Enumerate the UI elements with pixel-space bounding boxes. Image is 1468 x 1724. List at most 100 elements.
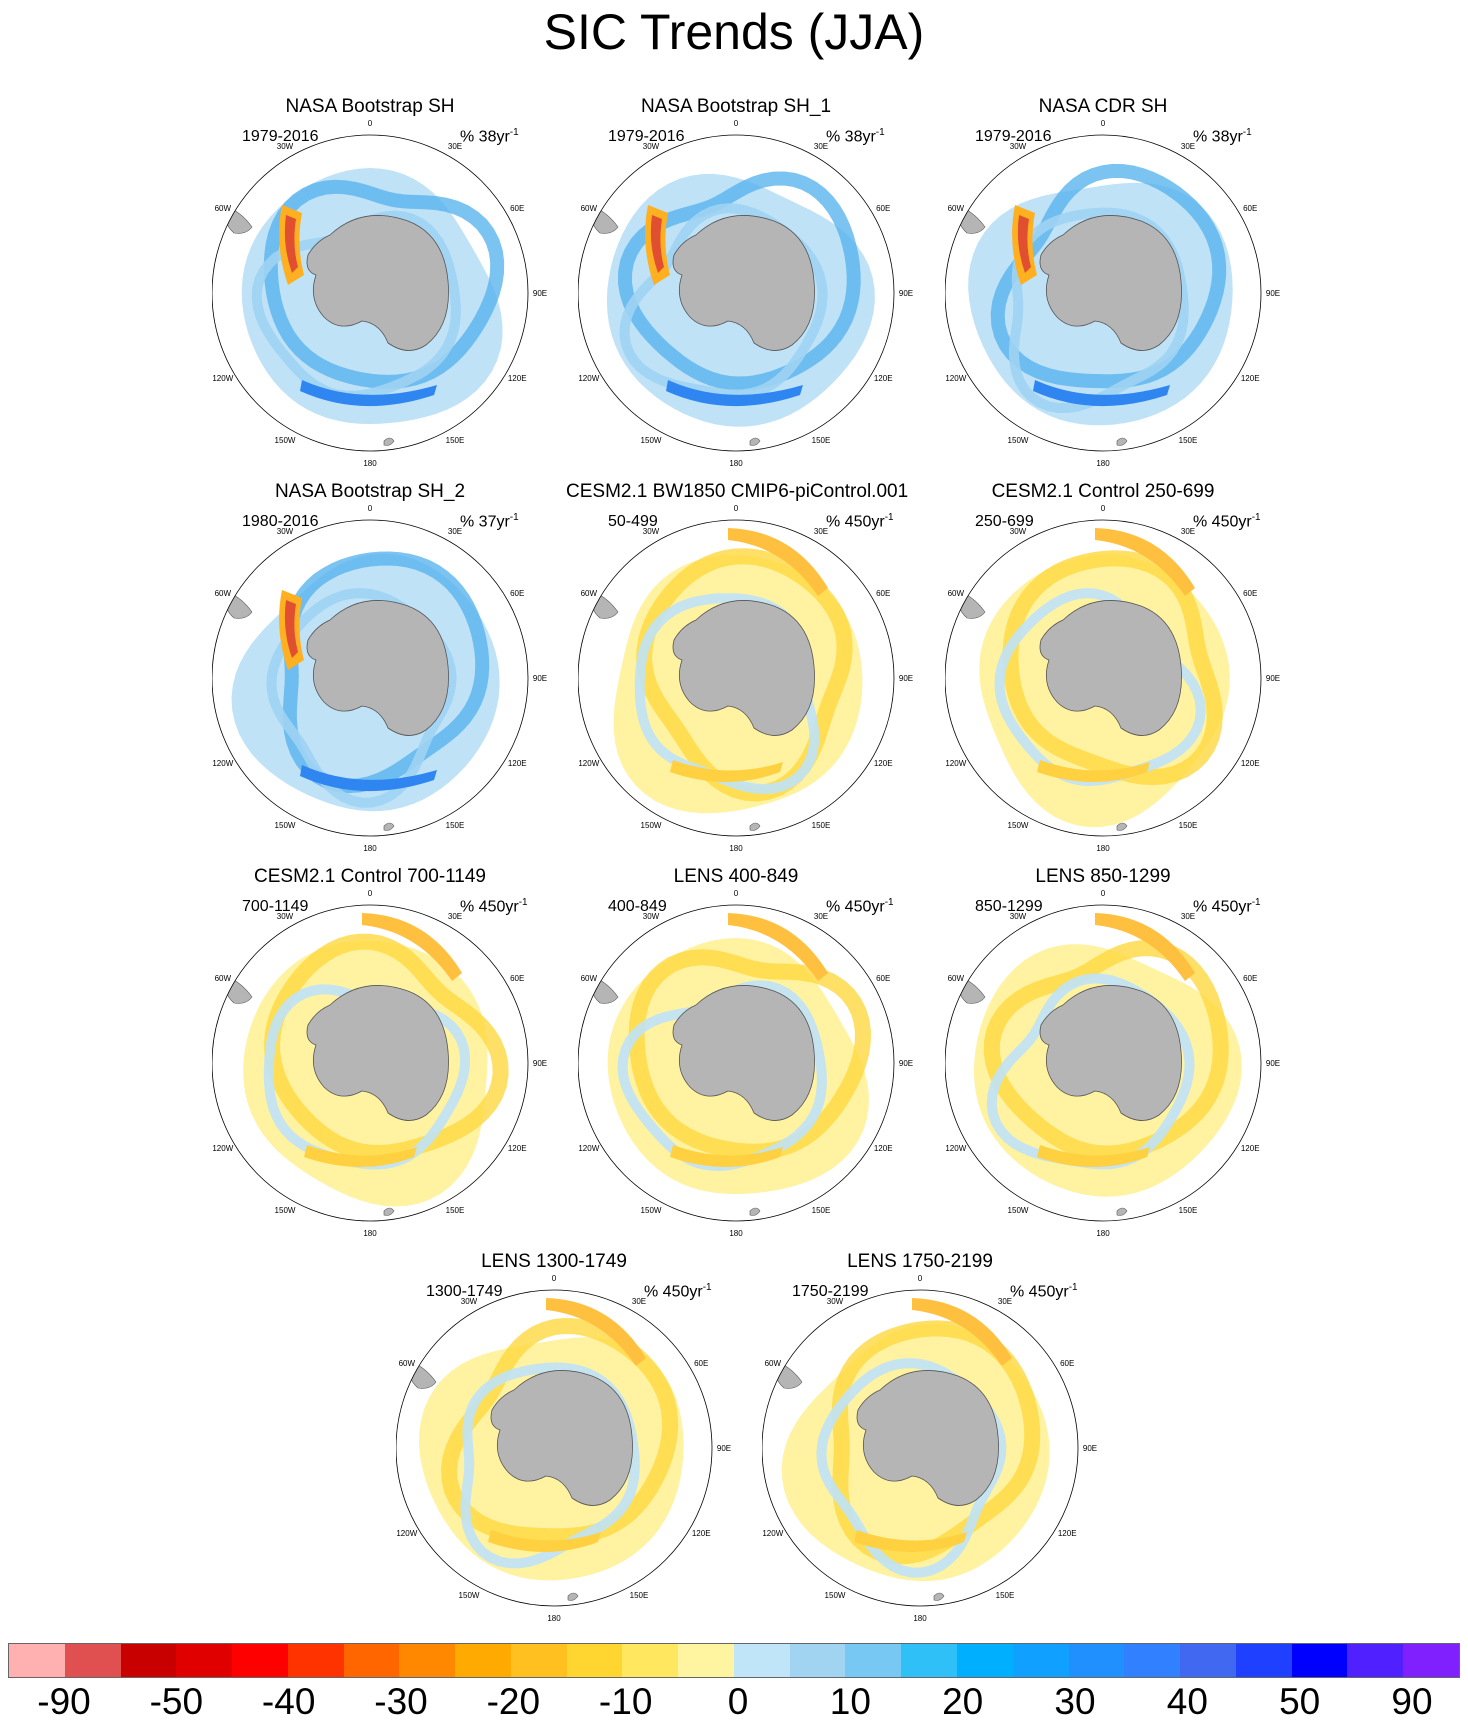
map-panel: 030E60E90E120E150E180150W120W90W60W30WCE… xyxy=(212,865,572,1238)
longitude-label: 0 xyxy=(1101,889,1106,898)
polar-map: 030E60E90E120E150E180150W120W90W60W30W xyxy=(212,889,547,1238)
trend-band xyxy=(1002,550,1223,786)
longitude-label: 120E xyxy=(1241,1144,1260,1153)
colorbar-swatch xyxy=(1347,1644,1404,1677)
new-zealand-landmass xyxy=(749,437,761,446)
longitude-label: 60E xyxy=(510,204,524,213)
antarctica-landmass xyxy=(672,215,815,351)
period-label: 1979-2016 xyxy=(242,128,319,145)
positive-trend-patch xyxy=(650,215,664,273)
trend-band xyxy=(460,1362,640,1569)
units-label: % 37yr-1 xyxy=(460,508,519,532)
longitude-label: 150E xyxy=(446,821,465,830)
units-label: % 38yr-1 xyxy=(460,123,519,147)
polar-map: 030E60E90E120E150E180150W120W90W60W30W xyxy=(212,504,547,853)
map-border xyxy=(945,904,1262,1222)
units-exponent: -1 xyxy=(884,897,894,908)
antarctica-landmass xyxy=(1039,600,1182,736)
units-text: % 450yr xyxy=(460,898,519,916)
longitude-label: 60E xyxy=(876,204,890,213)
colorbar-labels: -90 -50 -40 -30 -20 -10 0 10 20 30 40 50 90 xyxy=(0,1682,1468,1722)
longitude-label: 120E xyxy=(1241,759,1260,768)
units-label: % 450yr-1 xyxy=(826,508,894,532)
polar-map: 030E60E90E120E150E180150W120W90W60W30W xyxy=(578,504,913,853)
longitude-label: 60E xyxy=(1243,589,1257,598)
colorbar-swatch xyxy=(510,1644,567,1677)
longitude-label: 120W xyxy=(578,374,599,383)
positive-trend-patch xyxy=(728,528,828,596)
longitude-label: 30E xyxy=(448,142,462,151)
trend-band xyxy=(251,210,461,401)
longitude-label: 30W xyxy=(1010,142,1027,151)
longitude-label: 180 xyxy=(547,1614,561,1623)
colorbar-label: -20 xyxy=(486,1681,541,1722)
colorbar-swatch xyxy=(343,1644,400,1677)
new-zealand-landmass xyxy=(567,1592,579,1601)
antarctica-landmass xyxy=(306,600,449,736)
colorbar-swatch xyxy=(1180,1644,1236,1677)
units-text: % 450yr xyxy=(644,1283,703,1301)
map-border xyxy=(212,134,529,452)
longitude-label: 120E xyxy=(508,374,527,383)
new-zealand-landmass xyxy=(383,437,395,446)
longitude-label: 60W xyxy=(581,974,598,983)
colorbar xyxy=(8,1643,1460,1678)
new-zealand-landmass xyxy=(383,1207,395,1216)
colorbar-label: 50 xyxy=(1279,1681,1321,1722)
trend-band xyxy=(1008,207,1189,413)
panel-title: CESM2.1 Control 700-1149 xyxy=(254,866,486,887)
new-zealand-landmass xyxy=(383,822,395,831)
longitude-label: 120W xyxy=(578,1144,599,1153)
positive-trend-patch xyxy=(488,1530,601,1552)
units-label: % 450yr-1 xyxy=(1193,508,1261,532)
units-text: % 450yr xyxy=(1193,898,1252,916)
map-panel: 030E60E90E120E150E180150W120W90W60W30WLE… xyxy=(762,1250,1122,1623)
period-label: 700-1149 xyxy=(242,898,309,915)
units-exponent: -1 xyxy=(884,512,894,523)
positive-trend-patch xyxy=(1037,1145,1150,1167)
longitude-label: 120E xyxy=(1058,1529,1077,1538)
longitude-label: 150W xyxy=(459,1591,480,1600)
units-text: % 37yr xyxy=(460,513,510,531)
longitude-label: 0 xyxy=(552,1274,557,1283)
period-label: 1750-2199 xyxy=(792,1283,869,1300)
longitude-label: 180 xyxy=(913,1614,927,1623)
longitude-label: 120W xyxy=(212,759,233,768)
map-panel: 030E60E90E120E150E180150W120W90W60W30WNA… xyxy=(945,95,1305,468)
colorbar-swatch xyxy=(64,1644,121,1677)
positive-trend-patch xyxy=(854,1530,967,1552)
colorbar-swatch xyxy=(9,1644,65,1677)
longitude-label: 90E xyxy=(533,289,547,298)
units-exponent: -1 xyxy=(875,127,885,138)
map-panel: 030E60E90E120E150E180150W120W90W60W30WNA… xyxy=(212,480,572,853)
longitude-label: 30E xyxy=(1181,527,1195,536)
longitude-label: 60W xyxy=(215,974,232,983)
colorbar-swatch xyxy=(678,1644,734,1677)
longitude-label: 90E xyxy=(533,1059,547,1068)
trend-band xyxy=(990,163,1227,389)
colorbar-swatch xyxy=(1403,1644,1459,1677)
period-label: 50-499 xyxy=(608,513,658,530)
panel-title: NASA Bootstrap SH_1 xyxy=(640,96,832,117)
colorbar-swatch xyxy=(176,1644,233,1677)
longitude-label: 150W xyxy=(1008,1206,1029,1215)
longitude-label: 120E xyxy=(1241,374,1260,383)
colorbar-label: 90 xyxy=(1391,1681,1433,1722)
colorbar-swatch xyxy=(845,1644,902,1677)
longitude-label: 60E xyxy=(510,589,524,598)
longitude-label: 30E xyxy=(1181,912,1195,921)
longitude-label: 150W xyxy=(275,821,296,830)
polar-map: 030E60E90E120E150E180150W120W90W60W30W xyxy=(396,1274,731,1623)
longitude-label: 0 xyxy=(1101,119,1106,128)
longitude-label: 60E xyxy=(510,974,524,983)
longitude-label: 120W xyxy=(212,374,233,383)
positive-trend-patch xyxy=(284,600,298,658)
panel-title: NASA Bootstrap SH xyxy=(285,96,455,117)
polar-map: 030E60E90E120E150E180150W120W90W60W30W xyxy=(578,889,913,1238)
longitude-label: 150E xyxy=(1179,1206,1198,1215)
polar-map: 030E60E90E120E150E180150W120W90W60W30W xyxy=(212,119,547,468)
longitude-label: 180 xyxy=(1096,459,1110,468)
longitude-label: 150E xyxy=(996,1591,1015,1600)
antarctica-landmass xyxy=(490,1370,633,1506)
units-text: % 38yr xyxy=(1193,128,1243,146)
